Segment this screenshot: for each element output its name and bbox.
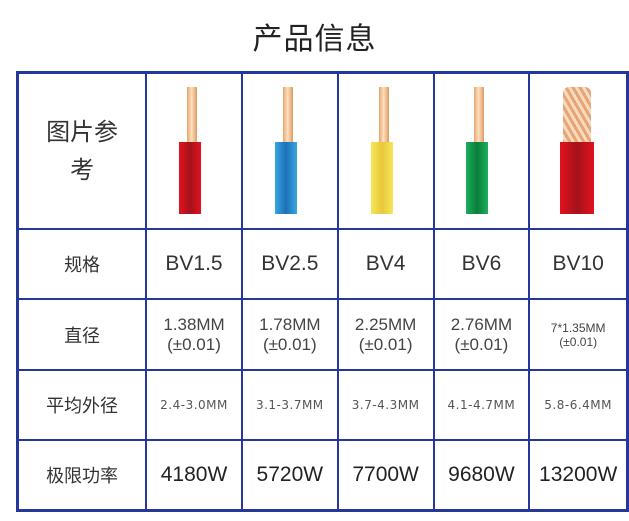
wire-image [366,87,406,215]
row-header-diameter: 直径 [16,298,148,371]
avg-outer-cell: 4.1-4.7MM [432,369,531,441]
wire-image-stranded [558,87,598,215]
wire-image-cell [528,71,629,230]
max-power-cell: 13200W [528,439,629,512]
row-header-max-power: 极限功率 [16,439,148,512]
table-row-image: 图片参考 [16,71,629,230]
max-power-cell: 4180W [145,439,243,512]
wire-insulation [370,142,393,214]
wire-image-cell [336,71,435,230]
spec-cell: BV1.5 [145,228,243,300]
wire-insulation [560,142,595,214]
max-power-cell: 9680W [432,439,531,512]
diameter-cell: 7*1.35MM (±0.01) [528,298,629,371]
wire-insulation [466,142,489,214]
row-header-avg-outer: 平均外径 [16,369,148,441]
table-row-max-power: 极限功率 4180W 5720W 7700W 9680W 13200W [16,439,629,512]
wire-image-cell [432,71,531,230]
diameter-cell: 2.25MM (±0.01) [336,298,435,371]
wire-insulation [274,142,297,214]
wire-image-cell [240,71,339,230]
row-header-spec: 规格 [16,228,148,300]
page-title: 产品信息 [252,22,377,57]
diameter-cell: 2.76MM (±0.01) [432,298,531,371]
product-info-table: 图片参考 规格 BV1.5 BV2.5 BV4 BV6 BV10 直径 1.38… [16,71,629,512]
wire-image-cell [145,71,243,230]
table-row-avg-outer: 平均外径 2.4-3.0MM 3.1-3.7MM 3.7-4.3MM 4.1-4… [16,369,629,441]
wire-image [174,87,214,215]
table-row-diameter: 直径 1.38MM (±0.01) 1.78MM (±0.01) 2.25MM (±0… [16,298,629,371]
avg-outer-cell: 3.7-4.3MM [336,369,435,441]
avg-outer-cell: 3.1-3.7MM [240,369,339,441]
row-header-image: 图片参考 [16,71,148,230]
wire-insulation [179,142,202,214]
table-row-spec: 规格 BV1.5 BV2.5 BV4 BV6 BV10 [16,228,629,300]
spec-cell: BV2.5 [240,228,339,300]
spec-cell: BV4 [336,228,435,300]
max-power-cell: 5720W [240,439,339,512]
avg-outer-cell: 5.8-6.4MM [528,369,629,441]
avg-outer-cell: 2.4-3.0MM [145,369,243,441]
spec-cell: BV10 [528,228,629,300]
max-power-cell: 7700W [336,439,435,512]
wire-image [270,87,310,215]
diameter-cell: 1.38MM (±0.01) [145,298,243,371]
diameter-cell: 1.78MM (±0.01) [240,298,339,371]
spec-cell: BV6 [432,228,531,300]
wire-image [461,87,501,215]
